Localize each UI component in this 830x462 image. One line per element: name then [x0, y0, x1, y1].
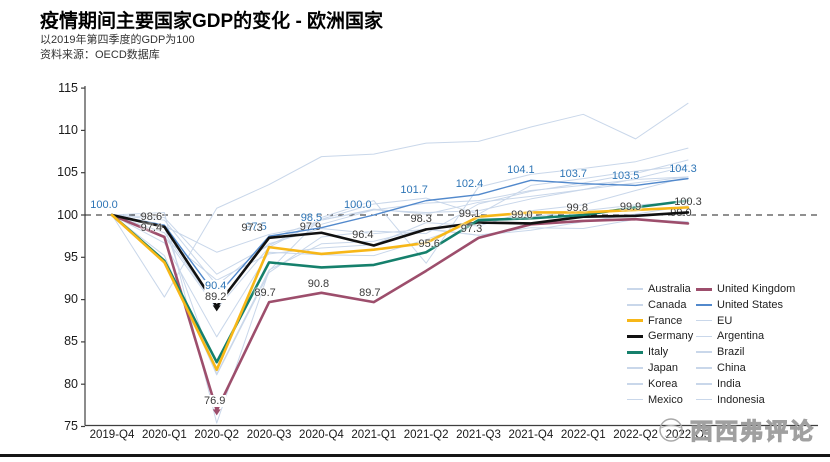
- page-title: 疫情期间主要国家GDP的变化 - 欧洲国家: [40, 6, 383, 33]
- y-tick-label: 115: [44, 81, 78, 95]
- watermark: 西西弗评论: [656, 412, 815, 446]
- gdp-chart-figure: 疫情期间主要国家GDP的变化 - 欧洲国家 以2019年第四季度的GDP为100…: [0, 0, 830, 462]
- y-tick-label: 105: [44, 165, 78, 179]
- y-tick-label: 90: [44, 292, 78, 306]
- chart-source: 资料来源：OECD数据库: [40, 46, 160, 62]
- dip-marker-united-kingdom: [213, 409, 221, 415]
- dip-marker-germany: [213, 305, 221, 311]
- y-tick-label: 100: [44, 208, 78, 222]
- series-line-italy: [112, 201, 688, 363]
- series-line-united-kingdom: [112, 215, 688, 410]
- y-tick-label: 85: [44, 334, 78, 348]
- y-tick-label: 110: [44, 123, 78, 137]
- y-tick-label: 80: [44, 377, 78, 391]
- chart-subtitle: 以2019年第四季度的GDP为100: [40, 31, 195, 47]
- y-tick-label: 75: [44, 419, 78, 433]
- watermark-logo-icon: [656, 414, 686, 444]
- watermark-text: 西西弗评论: [690, 412, 815, 446]
- y-tick-label: 95: [44, 250, 78, 264]
- bottom-divider: [0, 454, 830, 457]
- chart-series-layer: [80, 85, 820, 437]
